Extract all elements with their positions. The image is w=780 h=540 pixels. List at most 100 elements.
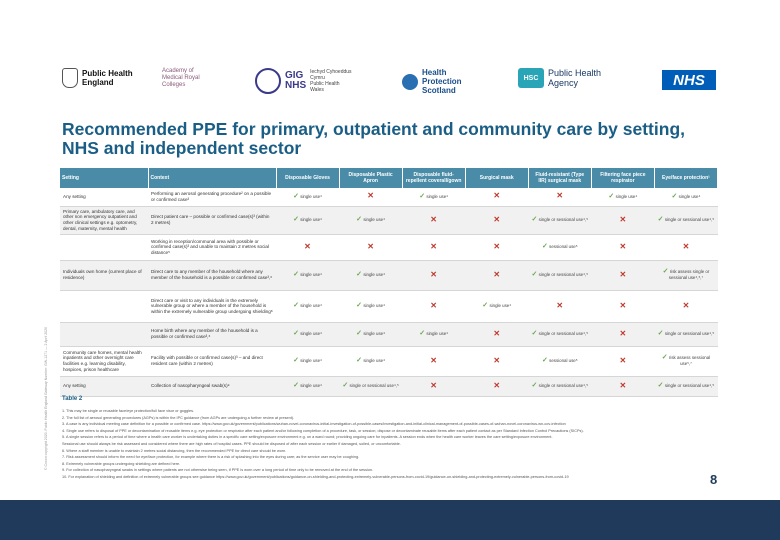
ppe-cell: ✓ single or sessional use⁴,⁵: [654, 322, 718, 347]
table-row: Community care homes, mental health inpa…: [60, 346, 718, 377]
table-row: Direct care or visit to any individuals …: [60, 290, 718, 323]
ppe-cell: ✕: [465, 188, 529, 207]
check-icon: ✓: [531, 216, 538, 224]
table-row: Working in reception/communal area with …: [60, 234, 718, 261]
crest-icon: [62, 68, 78, 88]
check-icon: ✓: [657, 330, 664, 338]
check-icon: ✓: [541, 357, 548, 365]
setting-cell: Individuals own home (current place of r…: [60, 260, 148, 291]
context-cell: Working in reception/communal area with …: [148, 234, 276, 261]
table-row: Individuals own home (current place of r…: [60, 260, 718, 291]
cross-icon: ✕: [430, 269, 437, 279]
column-header: Disposable fluid-repellent coverall/gown: [402, 168, 466, 188]
cross-icon: ✕: [367, 191, 374, 201]
ppe-cell: ✓ single use⁴: [654, 188, 718, 207]
phw-logo: GIG NHS Iechyd Cyhoeddus Cymru Public He…: [255, 68, 352, 94]
hsc-line-1: Public Health: [548, 68, 602, 78]
ppe-cell: ✓ sessional use⁵: [528, 346, 592, 377]
context-cell: Facility with possible or confirmed case…: [148, 346, 276, 377]
footnote: Sessional use should always be risk asse…: [62, 441, 401, 446]
ppe-cell-label: single or sessional use⁴,⁵: [538, 331, 589, 337]
check-icon: ✓: [608, 192, 615, 200]
ppe-cell-label: single or sessional use⁴,⁵: [664, 383, 715, 389]
ppe-cell: ✕: [654, 234, 718, 261]
check-icon: ✓: [531, 382, 538, 390]
setting-cell: [60, 322, 148, 347]
ppe-cell: ✓ single use⁴: [276, 346, 340, 377]
cross-icon: ✕: [430, 241, 437, 251]
cross-icon: ✕: [430, 214, 437, 224]
ppe-cell: ✕: [591, 346, 655, 377]
cross-icon: ✕: [493, 380, 501, 390]
ppe-cell: ✕: [591, 234, 655, 261]
ppe-cell-label: single use⁴: [363, 331, 385, 337]
page-title: Recommended PPE for primary, outpatient …: [62, 119, 685, 158]
ppe-table: Setting Context Disposable Gloves Disposabl…: [60, 168, 719, 397]
ppe-cell-label: single use⁴: [363, 272, 385, 278]
column-header: Context: [148, 168, 277, 188]
check-icon: ✓: [541, 243, 548, 251]
cross-icon: ✕: [556, 300, 564, 310]
cross-icon: ✕: [493, 269, 501, 279]
column-header: Eye/face protection¹: [654, 168, 719, 188]
ppe-cell-label: single use⁴: [678, 193, 701, 199]
ppe-cell: ✕: [591, 376, 655, 397]
cross-icon: ✕: [367, 241, 374, 251]
ppe-cell: ✓ single or sessional use⁴,⁵: [528, 322, 592, 347]
hsc-logo: HSC Public Health Agency: [518, 68, 601, 88]
cross-icon: ✕: [430, 300, 437, 310]
ppe-cell: ✕: [402, 260, 466, 291]
context-cell: Home birth where any member of the house…: [148, 322, 276, 347]
ppe-cell-label: single or sessional use⁴,⁵: [664, 331, 715, 337]
ppe-cell: ✕: [276, 234, 340, 261]
cross-icon: ✕: [619, 269, 627, 279]
ppe-cell: ✓ single use⁴: [591, 188, 655, 207]
ppe-cell: ✓ single or sessional use⁴,⁵: [654, 376, 718, 397]
phw-line-4: Wales: [310, 87, 324, 93]
nhs-mark: NHS: [285, 80, 307, 91]
ppe-cell-label: single or sessional use⁴,⁵: [538, 217, 589, 223]
ppe-cell-label: single use⁴: [300, 331, 322, 337]
check-icon: ✓: [293, 216, 299, 224]
check-icon: ✓: [293, 302, 299, 310]
ppe-cell: ✕: [465, 322, 529, 347]
cross-icon: ✕: [430, 380, 437, 390]
ppe-cell: ✓ single or sessional use⁴,⁵: [528, 206, 592, 235]
cross-icon: ✕: [556, 191, 564, 201]
setting-cell: Primary care, ambulatory care, and other…: [60, 206, 148, 235]
cross-icon: ✕: [619, 355, 627, 365]
phe-line-1: Public Health: [82, 69, 133, 78]
ppe-cell: ✓ single or sessional use⁴,⁵: [528, 376, 592, 397]
ppe-cell: ✓ single use⁴: [402, 188, 466, 207]
ppe-cell: ✓ single or sessional use⁴,⁵: [654, 206, 718, 235]
cross-icon: ✕: [493, 214, 501, 224]
check-icon: ✓: [657, 216, 664, 224]
ppe-cell-label: single or sessional use⁴,⁵: [349, 383, 399, 389]
check-icon: ✓: [482, 302, 489, 310]
context-cell: Collection of nasopharyngeal swab(s)⁹: [148, 376, 276, 397]
setting-cell: [60, 234, 148, 261]
cross-icon: ✕: [682, 241, 690, 251]
hps-line-3: Scotland: [422, 86, 456, 95]
ppe-cell-label: sessional use⁵: [549, 358, 578, 364]
ppe-cell: ✕: [402, 346, 466, 377]
ppe-cell-label: single use⁴: [489, 303, 512, 309]
ppe-cell: ✓ single use⁴: [276, 188, 340, 207]
ppe-cell: ✕: [591, 206, 655, 235]
context-cell: Direct care to any member of the househo…: [148, 260, 276, 291]
context-cell: Performing an aerosol generating procedu…: [148, 188, 276, 207]
ppe-cell: ✓ sessional use⁵: [528, 234, 592, 261]
globe-icon: [402, 73, 418, 90]
check-icon: ✓: [293, 192, 299, 200]
setting-cell: Any setting: [60, 376, 148, 397]
ppe-cell: ✕: [654, 290, 718, 323]
page-number: 8: [710, 472, 718, 487]
check-icon: ✓: [356, 216, 363, 224]
cross-icon: ✕: [304, 241, 311, 251]
gig-mark: GIG: [285, 70, 304, 81]
ppe-cell-label: single use⁴: [300, 193, 322, 199]
table-body: Any setting Performing an aerosol generat…: [60, 188, 718, 397]
setting-cell: [60, 290, 148, 323]
ppe-cell: ✕: [465, 346, 529, 377]
hsc-line-2: Agency: [548, 78, 579, 88]
